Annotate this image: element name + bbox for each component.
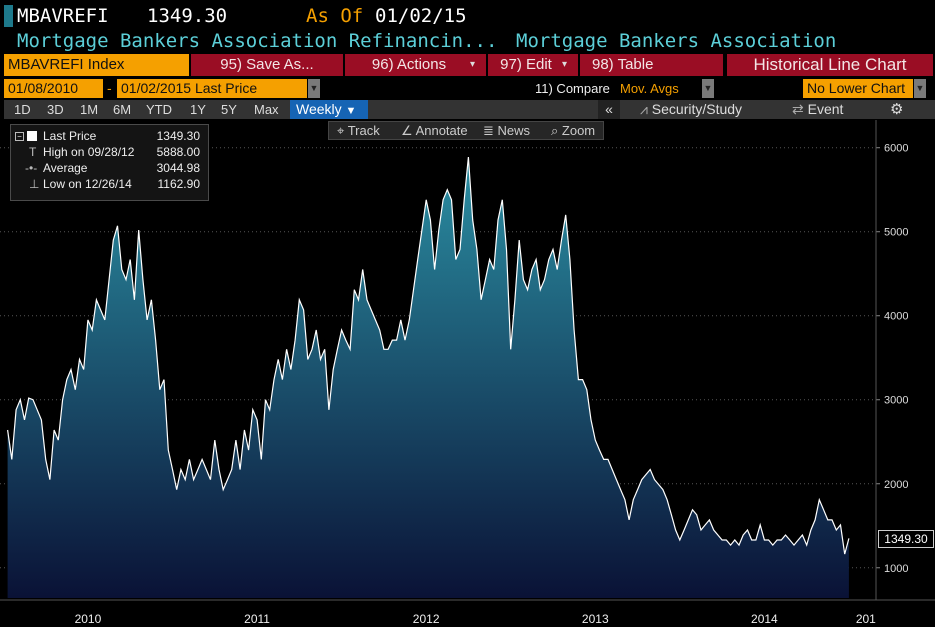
save-as-button[interactable]: 95) Save As... (191, 54, 343, 76)
legend-value: 1162.90 (157, 177, 201, 191)
range-separator: - (107, 80, 112, 96)
period-bar (4, 100, 935, 119)
as-of-date: 01/02/15 (375, 5, 467, 27)
lower-chart-field[interactable]: No Lower Chart (803, 79, 913, 98)
field-dropdown[interactable]: ▼ (308, 79, 320, 98)
y-tick-label: 6000 (884, 143, 908, 155)
ticker-marker (4, 5, 13, 27)
track-tool[interactable]: ⌖ Track (337, 123, 380, 138)
as-of-label: As Of (306, 5, 364, 27)
x-tick-label: 2013 (582, 612, 609, 626)
compare-value[interactable]: Mov. Avgs (620, 81, 679, 96)
period-tab[interactable]: 3D (47, 102, 64, 117)
period-tab[interactable]: YTD (146, 102, 172, 117)
study-icon: ⩘ (640, 101, 648, 117)
x-tick-label: 201 (856, 612, 876, 626)
edit-caret: ▾ (562, 54, 578, 76)
lower-chart-dropdown[interactable]: ▼ (914, 79, 926, 98)
legend-value: 3044.98 (156, 161, 200, 175)
period-tab[interactable]: 1D (14, 102, 31, 117)
chart-tools-bar: ⌖ Track ∠ Annotate ≣ News ⌕ Zoom (328, 121, 604, 140)
compare-label[interactable]: 11) Compare (535, 81, 610, 96)
y-tick-label: 1000 (884, 563, 908, 575)
legend-icon: -•- (25, 161, 38, 175)
edit-button[interactable]: 97) Edit (488, 54, 564, 76)
event-label: Event (807, 101, 844, 117)
actions-caret: ▾ (470, 54, 486, 76)
frequency-caret: ▼ (345, 105, 357, 117)
start-date[interactable]: 01/08/2010 (4, 79, 103, 98)
security-study-label: Security/Study (651, 101, 743, 117)
event-button[interactable]: ⇄ Event (792, 100, 843, 119)
annotate-tool[interactable]: ∠ Annotate (401, 123, 468, 138)
end-date-field[interactable]: 01/02/2015 Last Price (117, 79, 307, 98)
legend-value: 1349.30 (156, 129, 200, 143)
frequency-label: Weekly (296, 101, 342, 117)
legend-box: − Last Price 1349.30 T High on 09/28/12 … (10, 124, 209, 201)
ticker: MBAVREFI (17, 5, 109, 27)
table-button[interactable]: 98) Table (580, 54, 723, 76)
period-tab[interactable]: 1Y (190, 102, 206, 117)
legend-collapse[interactable]: − (15, 132, 24, 141)
x-tick-label: 2014 (751, 612, 778, 626)
legend-icon: ⊥ (29, 177, 40, 191)
last-price-tag: 1349.30 (878, 530, 934, 548)
view-title: Historical Line Chart (727, 54, 933, 76)
security-study-button[interactable]: ⩘ Security/Study (640, 100, 742, 119)
y-tick-label: 5000 (884, 227, 908, 239)
x-tick-label: 2010 (75, 612, 102, 626)
news-tool[interactable]: ≣ News (483, 123, 531, 138)
legend-label: Average (43, 161, 88, 175)
actions-button[interactable]: 96) Actions (345, 54, 473, 76)
event-icon: ⇄ (792, 101, 804, 117)
y-tick-label: 4000 (884, 311, 908, 323)
period-tab[interactable]: 5Y (221, 102, 237, 117)
y-tick-label: 3000 (884, 395, 908, 407)
legend-label: Low on 12/26/14 (43, 177, 132, 191)
price: 1349.30 (147, 5, 228, 27)
zoom-tool[interactable]: ⌕ Zoom (551, 123, 596, 138)
period-tab[interactable]: 1M (80, 102, 99, 117)
zoom-label: Zoom (561, 123, 596, 138)
legend-value: 5888.00 (156, 145, 200, 159)
security-name: Mortgage Bankers Association Refinancin.… (17, 30, 498, 52)
annotate-label: Annotate (415, 123, 468, 138)
compare-dropdown[interactable]: ▼ (702, 79, 714, 98)
period-tab[interactable]: 6M (113, 102, 132, 117)
frequency-selector[interactable]: Weekly ▼ (290, 100, 368, 119)
x-tick-label: 2011 (244, 612, 270, 626)
price-line (7, 157, 850, 555)
news-label: News (497, 123, 531, 138)
period-tab[interactable]: Max (254, 102, 279, 117)
legend-label: High on 09/28/12 (43, 145, 135, 159)
legend-swatch (27, 131, 37, 141)
x-tick-label: 2012 (413, 612, 440, 626)
y-tick-label: 2000 (884, 479, 908, 491)
settings-button[interactable]: ⚙ (890, 101, 904, 118)
legend-label: Last Price (43, 129, 97, 143)
security-field[interactable]: MBAVREFI Index (4, 54, 189, 76)
legend-icon: T (29, 145, 37, 159)
collapse-button[interactable]: « (598, 100, 620, 119)
security-source: Mortgage Bankers Association (516, 30, 837, 52)
track-label: Track (347, 123, 380, 138)
